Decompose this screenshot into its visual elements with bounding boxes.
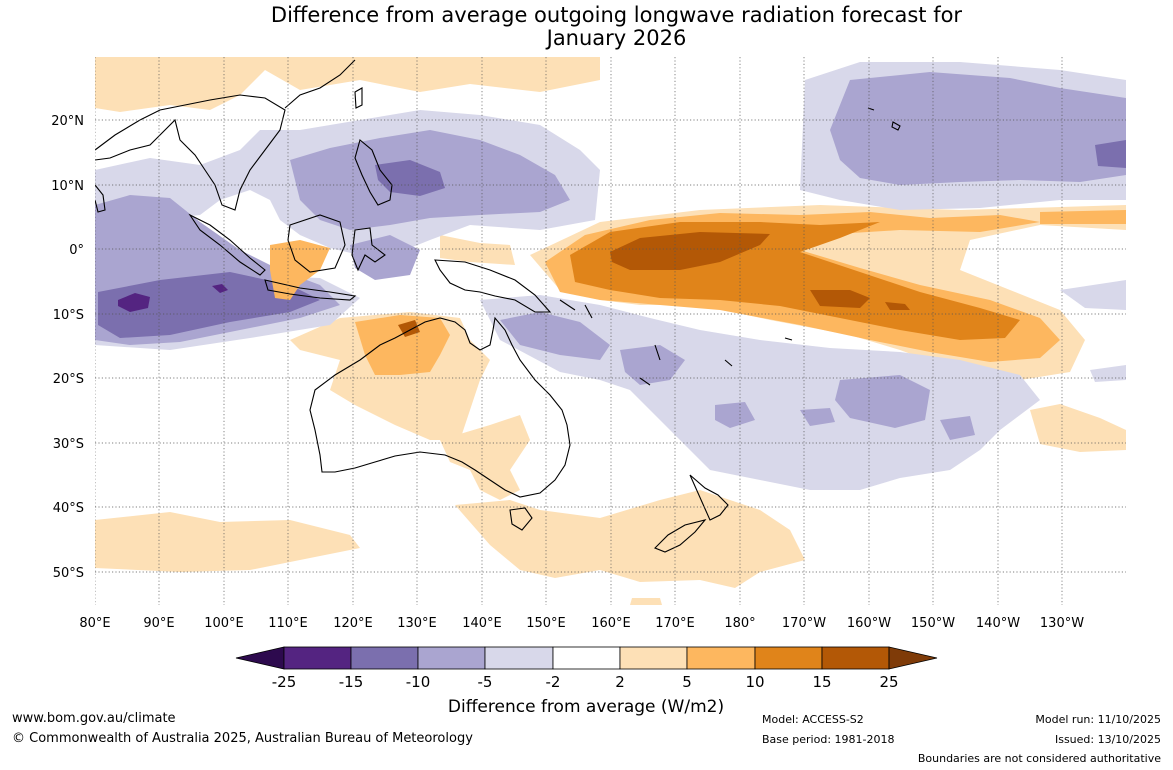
model-run-date: Model run: 11/10/2025: [1035, 713, 1161, 726]
colorbar-tick: 5: [682, 673, 692, 691]
new-guinea-coast: [434, 259, 552, 313]
sumatra-coast: [188, 213, 266, 276]
colorbar-bin: [552, 646, 621, 670]
anomaly-m25-m15-regions: [118, 284, 228, 312]
taiwan-coast: [354, 87, 363, 109]
lon-label: 150°W: [911, 616, 955, 631]
colorbar-lower-extend: [235, 646, 285, 670]
title-line-1: Difference from average outgoing longwav…: [270, 3, 963, 27]
model-name: Model: ACCESS-S2: [762, 713, 864, 726]
colorbar-tick: -10: [406, 673, 431, 691]
lat-label: 10°N: [51, 179, 84, 194]
china-coast: [284, 59, 356, 109]
lat-label: 20°N: [51, 114, 84, 129]
lon-label: 150°E: [526, 616, 566, 631]
lon-label: 160°E: [591, 616, 631, 631]
lat-label: 0°: [69, 243, 84, 258]
java-coast: [264, 279, 357, 301]
colorbar-bin: [350, 646, 419, 670]
tasmania-coast: [509, 507, 533, 531]
lon-label: 170°E: [655, 616, 695, 631]
anomaly-m10-m5-regions: [95, 72, 1126, 440]
lat-label: 30°S: [53, 437, 84, 452]
lon-label: 100°E: [204, 616, 244, 631]
lat-label: 10°S: [53, 308, 84, 323]
anomaly-field: [95, 57, 1126, 605]
copyright-text: © Commonwealth of Australia 2025, Austra…: [12, 731, 473, 746]
lon-label: 110°E: [268, 616, 308, 631]
colorbar-bin: [283, 646, 352, 670]
sri-lanka-coast: [95, 184, 106, 213]
lon-label: 130°W: [1040, 616, 1084, 631]
colorbar-tick: -2: [546, 673, 561, 691]
australia-coast: [309, 316, 571, 498]
boundaries-disclaimer: Boundaries are not considered authoritat…: [917, 752, 1161, 765]
website-link[interactable]: www.bom.gov.au/climate: [12, 711, 176, 726]
lat-label: 20°S: [53, 372, 84, 387]
colorbar-tick-labels: -25 -15 -10 -5 -2 2 5 10 15 25: [272, 673, 899, 691]
lon-label: 160°W: [847, 616, 891, 631]
gridlines: [95, 57, 1126, 605]
colorbar-label: Difference from average (W/m2): [448, 697, 724, 717]
new-zealand-coast: [654, 474, 729, 553]
lon-label: 140°E: [462, 616, 502, 631]
asia-mainland-coast: [95, 94, 286, 211]
colorbar-tick: 15: [812, 673, 831, 691]
pacific-islands-coast: [559, 299, 793, 386]
latitude-labels: 20°N 10°N 0° 10°S 20°S 30°S 40°S 50°S: [51, 114, 84, 581]
colorbar-tick: 25: [879, 673, 898, 691]
colorbar-bin: [686, 646, 756, 670]
lon-label: 140°W: [976, 616, 1020, 631]
colorbar-bin: [417, 646, 486, 670]
lon-label: 170°W: [782, 616, 826, 631]
lon-label: 130°E: [397, 616, 437, 631]
colorbar: [235, 646, 938, 670]
colorbar-tick: -15: [339, 673, 364, 691]
anomaly-m15-m10-regions: [98, 140, 1126, 338]
issued-date: Issued: 13/10/2025: [1054, 733, 1161, 746]
colorbar-tick: -5: [478, 673, 493, 691]
lon-label: 180°: [724, 616, 755, 631]
lon-label: 90°E: [143, 616, 174, 631]
base-period: Base period: 1981-2018: [762, 733, 895, 746]
colorbar-tick: -25: [272, 673, 297, 691]
colorbar-tick: 2: [615, 673, 625, 691]
anomaly-p15-25-regions: [398, 232, 910, 337]
colorbar-upper-extend: [888, 646, 938, 670]
colorbar-tick: 10: [745, 673, 764, 691]
chart-title: Difference from average outgoing longwav…: [0, 4, 1173, 50]
coastlines: [95, 59, 901, 553]
philippines-coast: [354, 139, 393, 206]
colorbar-bin: [821, 646, 890, 670]
lat-label: 40°S: [53, 501, 84, 516]
lat-label: 50°S: [53, 566, 84, 581]
lon-label: 120°E: [333, 616, 373, 631]
longitude-labels: 80°E 90°E 100°E 110°E 120°E 130°E 140°E …: [79, 616, 1084, 631]
colorbar-bin: [754, 646, 823, 670]
sulawesi-coast: [351, 227, 386, 272]
colorbar-bin: [619, 646, 688, 670]
title-line-2: January 2026: [546, 26, 687, 50]
colorbar-bin: [484, 646, 554, 670]
lon-label: 80°E: [79, 616, 110, 631]
borneo-coast: [287, 214, 346, 273]
